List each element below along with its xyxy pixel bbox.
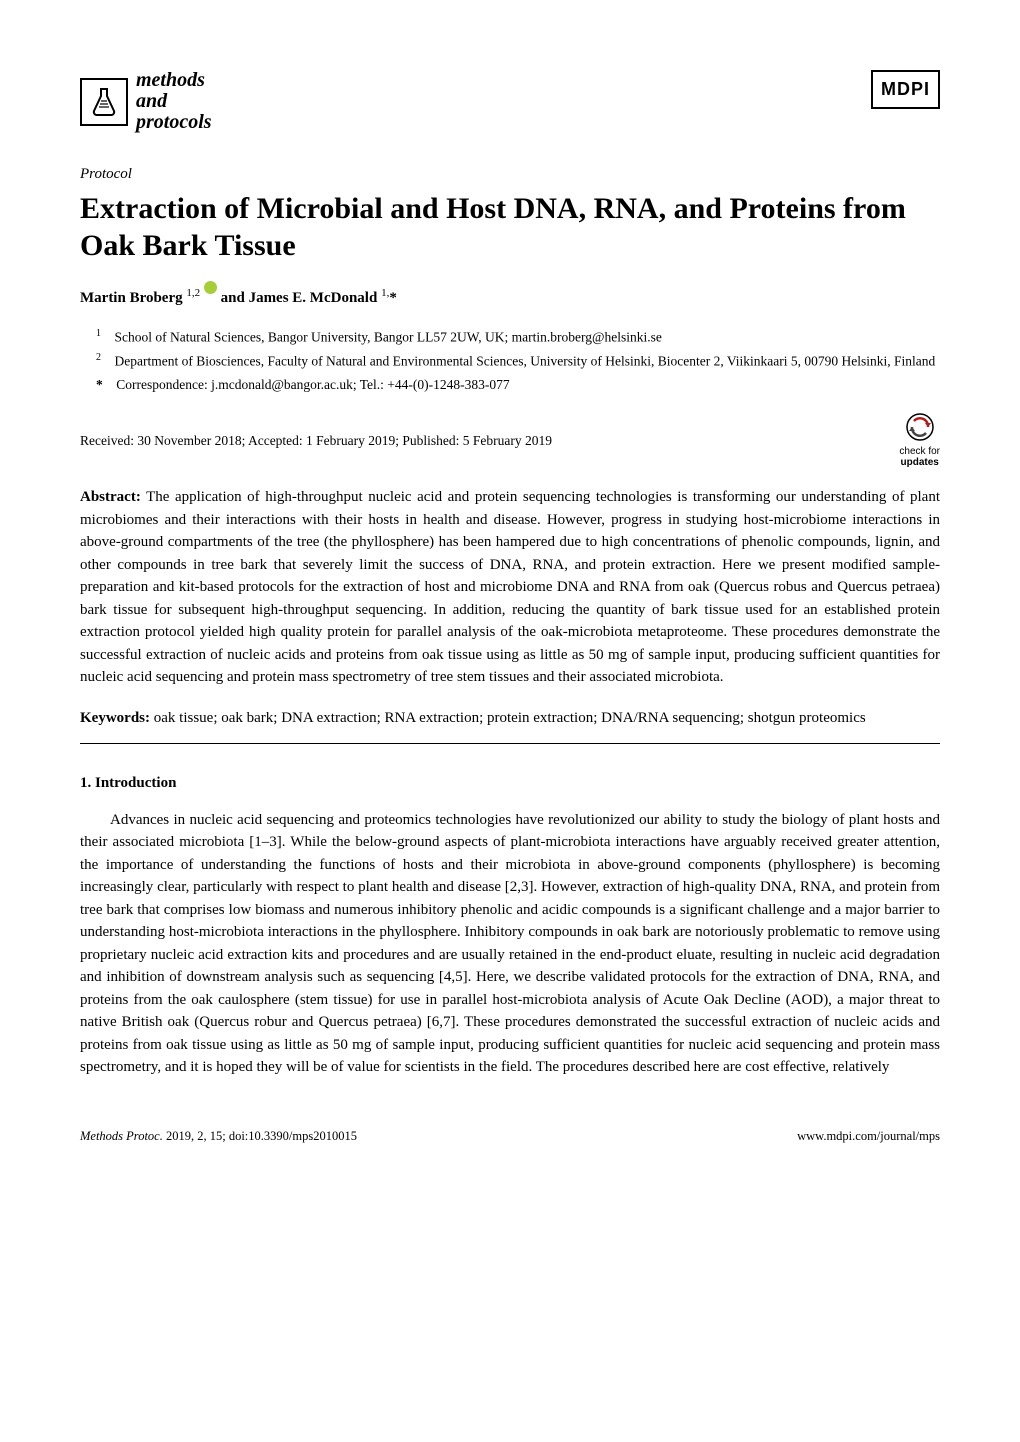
corr-label: Correspondence:	[116, 377, 207, 392]
abstract: Abstract: The application of high-throug…	[80, 486, 940, 689]
author-1-name: Martin Broberg	[80, 290, 183, 306]
footer-left: Methods Protoc. 2019, 2, 15; doi:10.3390…	[80, 1127, 357, 1146]
correspondence: * Correspondence: j.mcdonald@bangor.ac.u…	[80, 375, 940, 395]
check-for-updates-badge[interactable]: check for updates	[899, 413, 940, 468]
keywords-label: Keywords:	[80, 710, 150, 726]
journal-logo: methods and protocols	[80, 70, 212, 133]
section-divider	[80, 743, 940, 744]
affil-2-num: 2	[96, 352, 101, 363]
journal-name-line1: methods	[136, 70, 212, 91]
intro-heading: 1. Introduction	[80, 772, 940, 795]
updates-line2: updates	[899, 457, 940, 468]
header: methods and protocols MDPI	[80, 70, 940, 133]
journal-flask-icon	[80, 78, 128, 126]
keywords-text: oak tissue; oak bark; DNA extraction; RN…	[154, 710, 866, 726]
affil-1-num: 1	[96, 328, 101, 339]
affil-1-text: School of Natural Sciences, Bangor Unive…	[115, 330, 662, 345]
affil-2-text: Department of Biosciences, Faculty of Na…	[115, 354, 936, 369]
publication-dates: Received: 30 November 2018; Accepted: 1 …	[80, 431, 552, 451]
publisher-logo: MDPI	[871, 70, 940, 109]
abstract-text: The application of high-throughput nucle…	[80, 489, 940, 685]
dates-row: Received: 30 November 2018; Accepted: 1 …	[80, 413, 940, 468]
publisher-name: MDPI	[881, 79, 930, 99]
page-footer: Methods Protoc. 2019, 2, 15; doi:10.3390…	[80, 1127, 940, 1146]
journal-name-line3: protocols	[136, 112, 212, 133]
updates-line1: check for	[899, 446, 940, 457]
updates-icon	[906, 413, 934, 441]
author-conjunction: and	[221, 290, 249, 306]
intro-paragraph: Advances in nucleic acid sequencing and …	[80, 809, 940, 1079]
journal-name: methods and protocols	[136, 70, 212, 133]
author-list: Martin Broberg 1,2 and James E. McDonald…	[80, 283, 940, 310]
affiliation-2: 2 Department of Biosciences, Faculty of …	[80, 351, 940, 371]
affiliation-1: 1 School of Natural Sciences, Bangor Uni…	[80, 327, 940, 347]
footer-doi: 2019, 2, 15; doi:10.3390/mps2010015	[163, 1129, 357, 1143]
corr-symbol: *	[389, 290, 397, 306]
corr-symbol-label: *	[96, 377, 103, 392]
keywords: Keywords: oak tissue; oak bark; DNA extr…	[80, 707, 940, 730]
orcid-icon	[204, 281, 217, 294]
article-type: Protocol	[80, 163, 940, 186]
footer-journal-abbrev: Methods Protoc.	[80, 1129, 163, 1143]
author-1-affil-sup: 1,2	[186, 287, 200, 299]
footer-url: www.mdpi.com/journal/mps	[797, 1127, 940, 1146]
author-2-name: James E. McDonald	[249, 290, 378, 306]
journal-name-line2: and	[136, 91, 212, 112]
article-title: Extraction of Microbial and Host DNA, RN…	[80, 190, 940, 265]
corr-text: j.mcdonald@bangor.ac.uk; Tel.: +44-(0)-1…	[211, 377, 510, 392]
abstract-label: Abstract:	[80, 489, 141, 505]
